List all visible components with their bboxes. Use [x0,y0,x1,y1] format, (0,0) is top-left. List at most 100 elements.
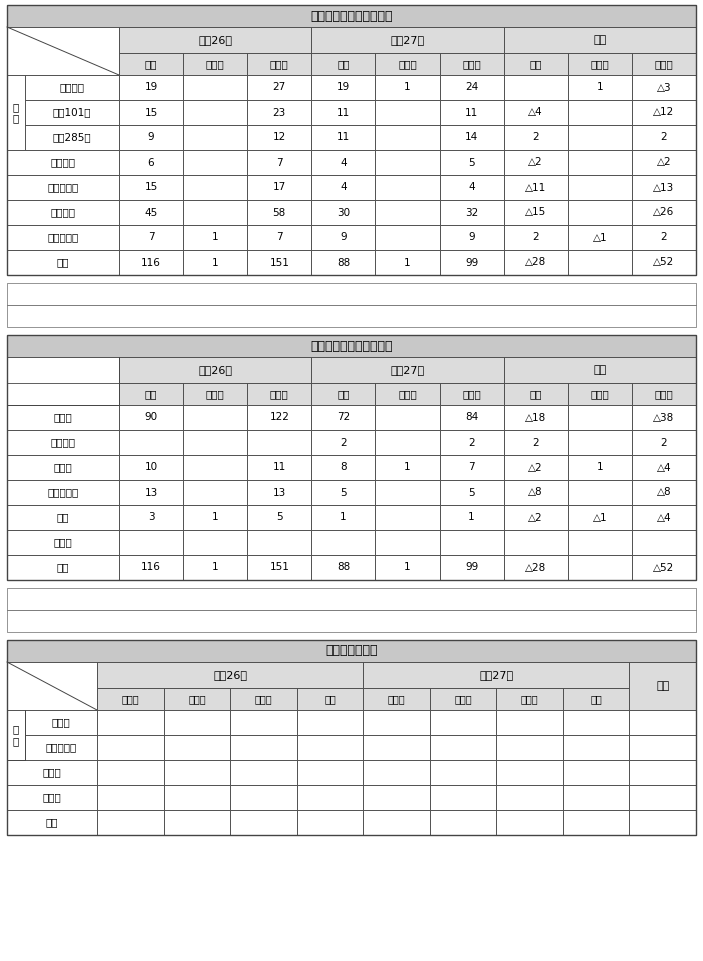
Bar [503,53,568,75]
Bar [97,760,164,785]
Bar [311,250,375,275]
Bar [7,505,119,530]
Text: 傷者数: 傷者数 [463,59,481,69]
Bar [568,405,632,430]
Bar [183,175,247,200]
Text: 単独: 単独 [57,512,70,523]
Bar [183,200,247,225]
Text: 件数: 件数 [337,59,349,69]
Text: 84: 84 [465,412,478,423]
Bar [7,610,696,632]
Bar [183,150,247,175]
Bar [311,530,375,555]
Bar [119,480,183,505]
Bar [97,688,164,710]
Bar [363,760,430,785]
Bar [164,688,230,710]
Text: 1: 1 [404,258,411,267]
Bar [247,430,311,455]
Bar [183,383,247,405]
Text: 19: 19 [144,83,157,92]
Text: 19: 19 [337,83,350,92]
Bar [7,283,696,305]
Text: 2: 2 [532,133,539,142]
Text: 一般地方道: 一般地方道 [47,183,79,192]
Text: 中学生: 中学生 [43,793,61,802]
Text: △3: △3 [657,83,671,92]
Bar [363,735,430,760]
Text: 死者数: 死者数 [398,59,417,69]
Bar [632,75,696,100]
Bar [247,383,311,405]
Bar [230,760,297,785]
Bar [247,250,311,275]
Text: 総計: 総計 [46,818,58,827]
Bar [629,735,696,760]
Bar [439,505,503,530]
Bar [496,710,563,735]
Text: 14: 14 [465,133,478,142]
Bar [311,75,375,100]
Bar [363,688,430,710]
Bar [311,357,503,383]
Bar [439,125,503,150]
Bar [632,405,696,430]
Text: 6: 6 [148,158,155,167]
Bar [439,455,503,480]
Bar [247,150,311,175]
Text: △1: △1 [593,233,607,242]
Text: 傷者数: 傷者数 [270,389,289,399]
Bar [164,785,230,810]
Bar [311,53,375,75]
Text: △26: △26 [653,208,675,217]
Bar [375,125,439,150]
Bar [119,357,311,383]
Text: 11: 11 [337,133,350,142]
Bar [568,125,632,150]
Text: △2: △2 [529,462,543,473]
Text: 子供の被害事故: 子供の被害事故 [325,645,378,657]
Bar [632,53,696,75]
Bar [496,760,563,785]
Bar [496,735,563,760]
Bar [632,530,696,555]
Bar [25,75,119,100]
Text: 1: 1 [212,258,219,267]
Bar [119,405,183,430]
Bar [568,175,632,200]
Bar [632,100,696,125]
Bar [311,225,375,250]
Bar [632,430,696,455]
Bar [563,688,629,710]
Bar [632,175,696,200]
Text: 45: 45 [144,208,157,217]
Text: 平成27年: 平成27年 [390,35,425,45]
Bar [568,555,632,580]
Bar [311,405,375,430]
Bar [247,175,311,200]
Bar [430,688,496,710]
Bar [503,125,568,150]
Bar [439,480,503,505]
Text: △52: △52 [653,258,675,267]
Bar [7,455,119,480]
Text: 国
道: 国 道 [13,102,19,123]
Text: 15: 15 [144,108,157,117]
Text: 7: 7 [148,233,155,242]
Text: 歩行中: 歩行中 [387,694,406,704]
Bar [496,785,563,810]
Bar [164,710,230,735]
Text: 5: 5 [468,158,475,167]
Text: 傷者数: 傷者数 [270,59,289,69]
Bar [430,810,496,835]
Text: 死者数: 死者数 [206,389,224,399]
Bar [568,200,632,225]
Bar [183,53,247,75]
Text: 平成26年: 平成26年 [198,35,232,45]
Bar [183,75,247,100]
Bar [7,640,696,662]
Bar [375,555,439,580]
Text: 4: 4 [340,158,347,167]
Bar [311,480,375,505]
Bar [632,480,696,505]
